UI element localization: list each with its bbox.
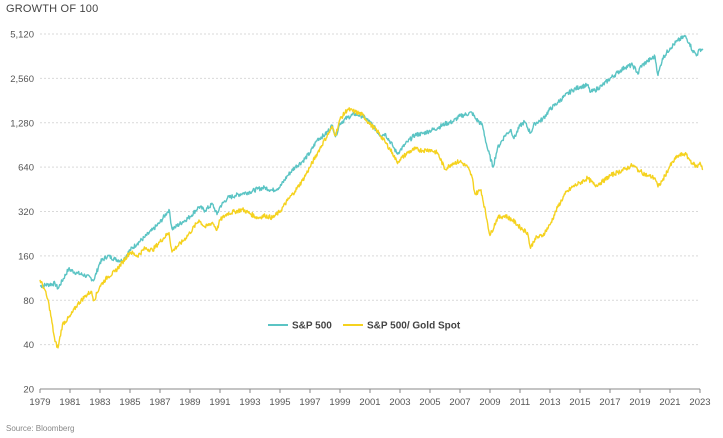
series-line-sp500: [39, 34, 704, 290]
x-tick-label: 2005: [419, 397, 440, 408]
x-tick-label: 2023: [689, 397, 710, 408]
tick-labels: 20 40 80 160 320 640 1,280 2,560 5,120 1979 1981 19…: [10, 30, 710, 409]
x-tick-label: 1997: [299, 397, 320, 408]
y-tick-label: 640: [18, 163, 34, 174]
source-note: Source: Bloomberg: [6, 424, 75, 433]
y-tick-label: 5,120: [10, 30, 34, 41]
x-tick-label: 1989: [179, 397, 200, 408]
axes: [39, 388, 701, 393]
x-tick-label: 2003: [389, 397, 410, 408]
y-tick-label: 160: [18, 251, 34, 262]
y-tick-label: 1,280: [10, 118, 34, 129]
x-tick-label: 1987: [149, 397, 170, 408]
x-tick-label: 1983: [89, 397, 110, 408]
x-tick-label: 1999: [329, 397, 350, 408]
x-tick-label: 2017: [599, 397, 620, 408]
x-tick-label: 2009: [479, 397, 500, 408]
y-tick-label: 20: [23, 385, 34, 396]
x-tick-label: 2021: [659, 397, 680, 408]
x-tick-label: 1981: [59, 397, 80, 408]
series-lines: [39, 34, 704, 349]
y-tick-label: 80: [23, 296, 34, 307]
x-tick-label: 2001: [359, 397, 380, 408]
x-tick-label: 2013: [539, 397, 560, 408]
legend: S&P 500 S&P 500/ Gold Spot: [268, 321, 461, 332]
legend-label: S&P 500/ Gold Spot: [367, 321, 461, 332]
y-tick-label: 320: [18, 207, 34, 218]
y-tick-label: 2,560: [10, 74, 34, 85]
legend-label: S&P 500: [292, 321, 332, 332]
chart-title: GROWTH OF 100: [6, 3, 99, 15]
x-tick-label: 2019: [629, 397, 650, 408]
grid-lines: [40, 33, 700, 346]
y-tick-label: 40: [23, 340, 34, 351]
x-tick-label: 1993: [239, 397, 260, 408]
x-tick-label: 2011: [510, 397, 530, 408]
x-tick-label: 1985: [119, 397, 140, 408]
series-line-sp500-gold: [39, 107, 704, 349]
x-tick-label: 1991: [209, 397, 230, 408]
x-tick-label: 1995: [269, 397, 290, 408]
x-tick-label: 2007: [449, 397, 470, 408]
x-tick-label: 1979: [29, 397, 50, 408]
x-tick-label: 2015: [569, 397, 590, 408]
